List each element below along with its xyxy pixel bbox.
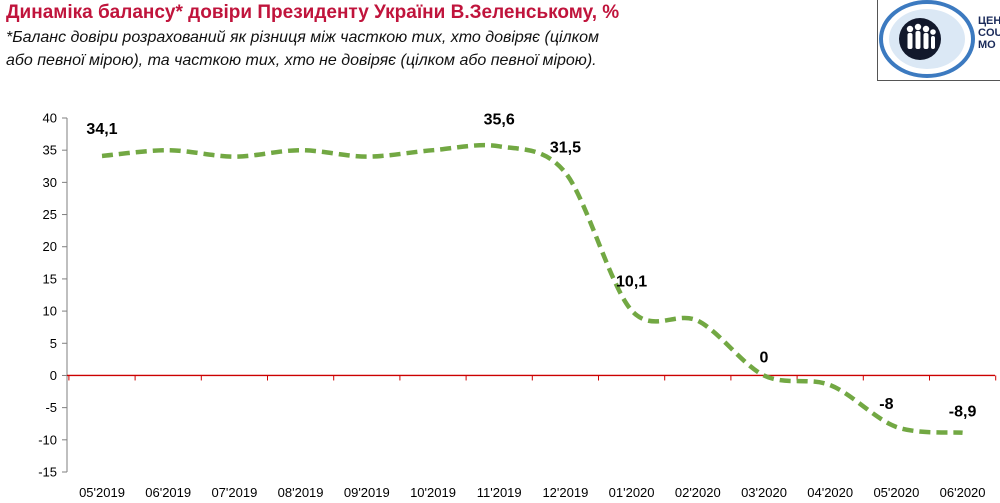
data-point xyxy=(563,171,567,175)
y-tick-label: 35 xyxy=(43,143,57,158)
data-point xyxy=(232,155,236,159)
logo-line-1: ЦЕН xyxy=(978,15,1000,27)
x-tick-label: 09'2019 xyxy=(344,485,390,500)
y-tick-label: 40 xyxy=(43,111,57,126)
data-label: 35,6 xyxy=(484,111,515,128)
data-label: -8 xyxy=(879,396,893,413)
subtitle-line-1: *Баланс довіри розрахований як різниця м… xyxy=(6,29,600,46)
subtitle-line-2: або певної мірою), та часткою тих, хто н… xyxy=(6,52,597,69)
logo-emblem-icon xyxy=(879,0,975,78)
x-tick-label: 05'2019 xyxy=(79,485,125,500)
x-tick-label: 08'2019 xyxy=(278,485,324,500)
x-tick-label: 12'2019 xyxy=(542,485,588,500)
x-tick-label: 11'2019 xyxy=(477,485,522,500)
x-tick-label: 10'2019 xyxy=(410,485,456,500)
y-tick-label: -15 xyxy=(38,465,57,480)
y-tick-label: -5 xyxy=(45,400,57,415)
x-tick-label: 07'2019 xyxy=(211,485,257,500)
data-label: 31,5 xyxy=(550,140,581,157)
x-tick-label: 02'2020 xyxy=(675,485,721,500)
x-tick-label: 03'2020 xyxy=(741,485,787,500)
y-tick-label: 30 xyxy=(43,175,57,190)
data-point xyxy=(630,308,634,312)
data-label: 10,1 xyxy=(616,273,647,290)
y-tick-label: 15 xyxy=(43,271,57,286)
y-tick-label: 5 xyxy=(50,336,57,351)
y-tick-label: 0 xyxy=(50,368,57,383)
logo-line-2: COU xyxy=(978,27,1000,39)
logo-wordmark: ЦЕН COU МО xyxy=(978,15,1000,51)
x-tick-label: 06'2020 xyxy=(940,485,986,500)
x-tick-label: 04'2020 xyxy=(807,485,853,500)
series-line xyxy=(101,142,963,435)
x-tick-label: 06'2019 xyxy=(145,485,191,500)
chart-title: Динаміка балансу* довіри Президенту Укра… xyxy=(6,2,620,23)
x-tick-label: 01'2020 xyxy=(609,485,655,500)
y-tick-label: 20 xyxy=(43,239,57,254)
logo-people-icon xyxy=(906,23,936,49)
logo-outer-ring xyxy=(879,0,975,78)
chart-subtitle: *Баланс довіри розрахований як різниця м… xyxy=(6,26,766,72)
data-label: 34,1 xyxy=(86,121,117,138)
data-label: 0 xyxy=(760,349,769,366)
data-point xyxy=(166,148,170,152)
data-point xyxy=(299,148,303,152)
x-tick-label: 05'2020 xyxy=(873,485,919,500)
y-tick-label: 10 xyxy=(43,304,57,319)
y-tick-label: 25 xyxy=(43,207,57,222)
organization-logo: ЦЕН COU МО xyxy=(877,0,1000,81)
data-label: -8,9 xyxy=(949,404,977,421)
logo-line-3: МО xyxy=(978,39,996,51)
y-tick-label: -10 xyxy=(38,432,57,447)
